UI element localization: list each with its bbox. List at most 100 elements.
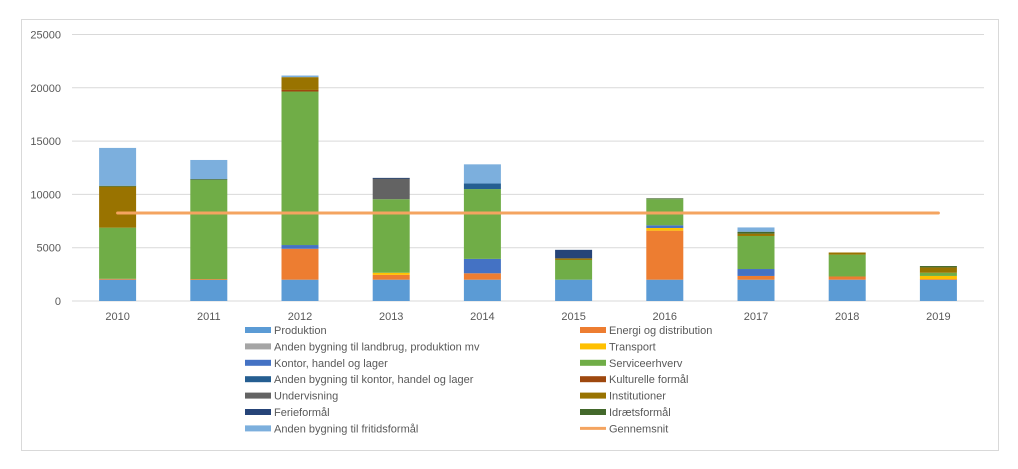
bar-segment	[281, 248, 319, 280]
y-axis-ticks: 0 5000 10000 15000 20000 25000	[30, 30, 61, 309]
bar-segment	[190, 179, 228, 181]
legend-label: Anden bygning til kontor, handel og lage…	[274, 374, 474, 386]
x-tick-label: 2017	[744, 311, 768, 323]
bar-stack-2015	[555, 249, 593, 301]
bar-segment	[463, 189, 501, 259]
bar-segment	[737, 275, 775, 280]
legend-label: Anden bygning til landbrug, produktion m…	[274, 341, 480, 353]
legend-label: Transport	[609, 341, 656, 353]
bar-segment	[463, 279, 501, 301]
legend-label: Institutioner	[609, 391, 666, 403]
bar-segment	[99, 278, 137, 280]
legend-item: Idrætsformål	[580, 407, 671, 419]
y-tick-label: 0	[55, 296, 61, 308]
bar-segment	[737, 269, 775, 276]
bar-segment	[919, 266, 957, 268]
legend-swatch	[580, 392, 606, 399]
legend-label: Produktion	[274, 325, 327, 337]
bar-stack-2017	[737, 227, 775, 301]
bar-segment	[555, 258, 593, 260]
bar-segment	[281, 245, 319, 249]
bar-stack-2019	[919, 266, 957, 301]
bar-segment	[828, 252, 866, 255]
x-tick-label: 2014	[470, 311, 494, 323]
bar-segment	[99, 227, 137, 279]
bar-stack-2013	[372, 177, 410, 301]
bar-segment	[463, 183, 501, 190]
legend-item: Serviceerhverv	[580, 358, 683, 370]
x-tick-label: 2013	[379, 311, 403, 323]
bar-segment	[646, 230, 684, 280]
legend-item: Ferieformål	[245, 407, 330, 419]
bar-segment	[555, 279, 593, 301]
bar-stack-2011	[190, 159, 228, 301]
legend-label: Anden bygning til fritidsformål	[274, 423, 418, 435]
y-tick-label: 20000	[30, 83, 61, 95]
legend-label: Energi og distribution	[609, 325, 712, 337]
bar-segment	[372, 274, 410, 280]
bar-segment	[737, 233, 775, 236]
bar-segment	[190, 279, 228, 301]
bar-segment	[281, 91, 319, 246]
legend-item: Anden bygning til fritidsformål	[245, 423, 418, 435]
legend-swatch	[245, 359, 271, 366]
x-tick-label: 2012	[288, 311, 312, 323]
bar-segment	[919, 279, 957, 301]
bar-segment	[646, 225, 684, 228]
bar-segment	[99, 279, 137, 301]
legend-item: Produktion	[245, 325, 327, 337]
bar-segment	[372, 178, 410, 200]
legend-label: Kulturelle formål	[609, 374, 688, 386]
bar-segment	[828, 279, 866, 301]
bar-segment	[463, 258, 501, 274]
legend-item: Transport	[580, 341, 656, 353]
bar-segment	[281, 279, 319, 301]
bar-segment	[919, 275, 957, 280]
bar-segment	[828, 276, 866, 280]
legend-item: Anden bygning til landbrug, produktion m…	[245, 341, 480, 353]
legend-swatch	[580, 376, 606, 383]
bar-segment	[828, 254, 866, 277]
bar-segment	[646, 279, 684, 301]
legend-swatch	[580, 409, 606, 415]
legend-swatch	[580, 359, 606, 366]
legend-swatch	[245, 392, 271, 399]
legend-item: Institutioner	[580, 391, 666, 403]
legend-swatch	[245, 343, 271, 350]
y-tick-label: 5000	[37, 243, 61, 255]
bar-segment	[372, 199, 410, 273]
bar-segment	[99, 186, 137, 228]
bar-segment	[281, 77, 319, 90]
legend-item: Anden bygning til kontor, handel og lage…	[245, 374, 474, 386]
legend-label: Serviceerhverv	[609, 358, 683, 370]
legend-item: Kontor, handel og lager	[245, 358, 388, 370]
legend-label: Undervisning	[274, 391, 338, 403]
bar-segment	[99, 147, 137, 186]
y-tick-label: 15000	[30, 136, 61, 148]
x-tick-label: 2011	[197, 311, 221, 323]
bar-segment	[190, 180, 228, 280]
legend-swatch	[580, 343, 606, 350]
legend-swatch	[580, 327, 606, 333]
bar-segment	[737, 231, 775, 234]
bar-segment	[190, 279, 228, 280]
legend: Produktion Energi og distribution Anden by…	[245, 325, 712, 435]
legend-label: Ferieformål	[274, 407, 330, 419]
bars	[99, 75, 957, 301]
x-tick-label: 2016	[653, 311, 677, 323]
bar-segment	[190, 159, 228, 180]
bar-segment	[919, 272, 957, 276]
bar-segment	[646, 198, 684, 200]
bar-stack-2018	[828, 252, 866, 301]
bar-segment	[463, 273, 501, 280]
legend-swatch	[245, 409, 271, 415]
chart-area	[21, 19, 999, 451]
bar-segment	[281, 75, 319, 78]
legend-item: Kulturelle formål	[580, 374, 688, 386]
bar-segment	[555, 249, 593, 259]
bar-segment	[919, 267, 957, 273]
x-tick-label: 2015	[561, 311, 585, 323]
bar-stack-2012	[281, 75, 319, 301]
x-tick-label: 2019	[926, 311, 950, 323]
